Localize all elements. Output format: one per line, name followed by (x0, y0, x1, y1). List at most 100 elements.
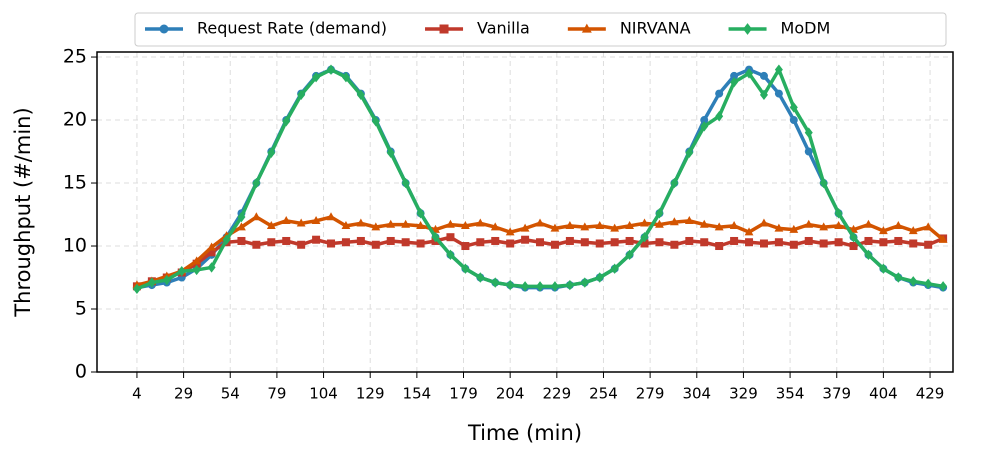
data-point (312, 235, 321, 244)
data-point (909, 276, 918, 287)
data-point (640, 218, 649, 227)
x-axis-label: Time (min) (467, 421, 582, 445)
data-point (296, 218, 306, 227)
data-point (819, 177, 828, 189)
data-point (924, 240, 933, 249)
legend-marker (743, 23, 753, 35)
data-point (416, 239, 425, 248)
data-point (908, 226, 918, 235)
data-point (759, 218, 769, 227)
data-point (550, 281, 559, 292)
data-point (909, 239, 918, 248)
x-tick-label: 179 (449, 385, 478, 403)
x-tick-label: 204 (496, 385, 525, 403)
data-point (521, 281, 530, 292)
data-point (625, 221, 634, 230)
data-point (506, 239, 515, 248)
data-point (461, 242, 470, 251)
data-point (610, 238, 619, 247)
data-point (237, 236, 246, 245)
y-tick-label: 20 (63, 109, 87, 131)
data-point (327, 64, 336, 75)
x-tick-label: 229 (542, 385, 571, 403)
data-point (819, 239, 828, 248)
data-point (789, 102, 798, 113)
data-point (401, 238, 410, 247)
data-point (401, 177, 410, 189)
data-point (341, 71, 350, 83)
x-tick-label: 279 (636, 385, 665, 403)
x-tick-label: 354 (776, 385, 805, 403)
data-point (789, 116, 798, 125)
data-point (730, 77, 739, 88)
data-point (192, 256, 202, 265)
data-point (446, 219, 455, 228)
data-point (252, 177, 261, 189)
data-point (251, 212, 261, 221)
data-point (461, 263, 470, 274)
data-point (536, 281, 545, 292)
data-point (625, 249, 634, 261)
data-point (864, 236, 873, 245)
data-point (416, 221, 425, 230)
y-tick-label: 25 (63, 46, 87, 68)
legend: Request Rate (demand) Vanilla NIRVANA MoDM (134, 12, 947, 47)
y-tick-label: 10 (63, 235, 87, 257)
data-point (744, 227, 754, 236)
x-tick-label: 54 (221, 385, 240, 403)
x-tick-label: 329 (729, 385, 758, 403)
data-point (192, 264, 201, 276)
data-point (685, 236, 694, 245)
data-point (237, 222, 246, 231)
data-point (222, 234, 231, 245)
data-point (282, 236, 291, 245)
x-tick-label: 429 (916, 385, 945, 403)
data-point (536, 238, 545, 247)
data-point (655, 219, 664, 228)
data-point (595, 272, 604, 283)
data-point (789, 240, 798, 249)
data-point (476, 272, 485, 283)
data-point (655, 238, 664, 247)
data-point (356, 218, 366, 227)
data-point (162, 274, 171, 286)
data-point (864, 249, 873, 261)
y-tick-label: 0 (75, 361, 87, 383)
data-point (939, 281, 948, 292)
data-point (849, 231, 858, 243)
data-point (476, 238, 485, 247)
data-point (207, 262, 216, 273)
data-point (341, 221, 351, 230)
data-point (311, 216, 321, 225)
data-point (729, 221, 739, 230)
data-point (580, 238, 589, 247)
data-point (700, 121, 709, 132)
data-point (715, 89, 724, 98)
data-point (745, 68, 754, 79)
data-point (207, 242, 216, 251)
data-point (371, 116, 380, 127)
data-point (684, 216, 694, 225)
series (132, 212, 948, 289)
data-point (341, 238, 350, 247)
data-point (878, 226, 888, 235)
data-point (699, 219, 709, 228)
data-point (804, 219, 814, 228)
x-tick-label: 304 (682, 385, 711, 403)
data-point (595, 221, 605, 230)
data-point (625, 236, 634, 245)
data-point (580, 222, 590, 231)
data-point (669, 217, 679, 226)
data-point (610, 223, 620, 232)
x-tick-label: 4 (132, 385, 142, 403)
data-point (371, 222, 381, 231)
data-point (490, 222, 500, 231)
data-point (893, 221, 903, 230)
data-point (595, 239, 604, 248)
x-tick-label: 104 (309, 385, 338, 403)
legend-marker (439, 24, 449, 34)
data-point (774, 89, 783, 98)
y-axis-label: Throughput (#/min) (11, 107, 35, 317)
data-point (386, 219, 396, 228)
